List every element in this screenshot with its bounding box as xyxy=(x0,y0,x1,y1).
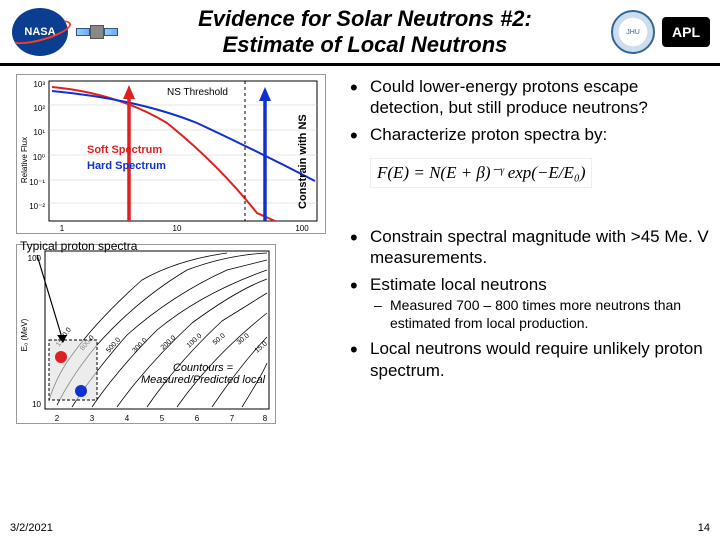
svg-text:50.0: 50.0 xyxy=(212,332,227,346)
spectrum-chart: 10³ 10² 10¹ 10⁰ 10⁻¹ 10⁻² 1 10 100 Relat… xyxy=(16,74,326,234)
svg-text:15.0: 15.0 xyxy=(254,340,269,354)
bullet-3: Constrain spectral magnitude with >45 Me… xyxy=(346,226,710,269)
svg-text:10⁻¹: 10⁻¹ xyxy=(29,178,45,187)
svg-text:10⁻²: 10⁻² xyxy=(29,202,45,211)
content-area: 10³ 10² 10¹ 10⁰ 10⁻¹ 10⁻² 1 10 100 Relat… xyxy=(0,66,720,424)
contour-caption: Countours = Measured/Predicted local xyxy=(128,362,278,386)
svg-text:10³: 10³ xyxy=(33,80,45,89)
nasa-logo-box: NASA xyxy=(10,7,70,57)
title-line-2: Estimate of Local Neutrons xyxy=(223,32,508,57)
contour-chart: 1500.0 800.0 500.0 300.0 200.0 100.0 50.… xyxy=(16,244,276,424)
right-column: Could lower-energy protons escape detect… xyxy=(338,74,710,424)
nasa-logo-text: NASA xyxy=(24,26,55,38)
svg-text:7: 7 xyxy=(230,414,235,423)
title-line-1: Evidence for Solar Neutrons #2: xyxy=(198,6,532,31)
svg-text:100: 100 xyxy=(295,224,309,233)
bullet-list-top: Could lower-energy protons escape detect… xyxy=(346,76,710,146)
left-column: 10³ 10² 10¹ 10⁰ 10⁻¹ 10⁻² 1 10 100 Relat… xyxy=(8,74,338,424)
svg-text:Soft Spectrum: Soft Spectrum xyxy=(87,144,162,156)
bullet-5: Local neutrons would require unlikely pr… xyxy=(346,338,710,381)
svg-text:200.0: 200.0 xyxy=(160,334,178,351)
svg-text:3: 3 xyxy=(90,414,95,423)
bullet-4-text: Estimate local neutrons xyxy=(370,275,547,294)
svg-text:10⁰: 10⁰ xyxy=(33,153,45,162)
apl-logo: APL xyxy=(662,17,710,47)
svg-text:6: 6 xyxy=(195,414,200,423)
svg-text:Hard Spectrum: Hard Spectrum xyxy=(87,160,166,172)
nasa-logo-icon: NASA xyxy=(12,8,68,56)
svg-text:4: 4 xyxy=(125,414,130,423)
bullet-4-sub: Measured 700 – 800 times more neutrons t… xyxy=(370,297,710,332)
page-title: Evidence for Solar Neutrons #2: Estimate… xyxy=(122,6,608,59)
bullet-list-mid: Constrain spectral magnitude with >45 Me… xyxy=(346,226,710,381)
jhu-seal-icon: JHU xyxy=(611,10,655,54)
svg-text:500.0: 500.0 xyxy=(105,336,122,354)
header: NASA Evidence for Solar Neutrons #2: Est… xyxy=(0,0,720,66)
svg-text:Relative Flux: Relative Flux xyxy=(20,137,29,183)
bullet-4: Estimate local neutrons Measured 700 – 8… xyxy=(346,274,710,332)
seal-text: JHU xyxy=(626,29,640,36)
footer: 3/2/2021 14 xyxy=(10,522,710,534)
formula-box: F(E) = N(E + β)⁻ᵞ exp(−E/E₀) xyxy=(370,158,592,188)
apl-text: APL xyxy=(672,24,700,40)
svg-text:10: 10 xyxy=(32,400,41,409)
svg-text:5: 5 xyxy=(160,414,165,423)
constrain-label: Constrain with NS xyxy=(297,114,309,209)
typical-spectra-label: Typical proton spectra xyxy=(20,240,137,253)
bullet-2: Characterize proton spectra by: xyxy=(346,124,710,145)
svg-text:E₀ (MeV): E₀ (MeV) xyxy=(20,318,29,351)
svg-text:8: 8 xyxy=(263,414,268,423)
svg-text:300.0: 300.0 xyxy=(131,337,148,354)
svg-text:100: 100 xyxy=(28,254,42,263)
svg-text:2: 2 xyxy=(55,414,60,423)
svg-text:30.0: 30.0 xyxy=(236,332,251,346)
satellite-icon xyxy=(72,7,122,57)
bullet-1: Could lower-energy protons escape detect… xyxy=(346,76,710,119)
svg-text:10¹: 10¹ xyxy=(33,128,45,137)
svg-text:10²: 10² xyxy=(33,104,45,113)
svg-text:1: 1 xyxy=(60,224,65,233)
svg-text:10: 10 xyxy=(173,224,182,233)
footer-date: 3/2/2021 xyxy=(10,522,53,534)
spectrum-svg: 10³ 10² 10¹ 10⁰ 10⁻¹ 10⁻² 1 10 100 Relat… xyxy=(17,75,327,235)
sub-list: Measured 700 – 800 times more neutrons t… xyxy=(370,297,710,332)
ns-threshold-label: NS Threshold xyxy=(167,87,228,98)
svg-text:100.0: 100.0 xyxy=(186,332,204,349)
contour-svg: 1500.0 800.0 500.0 300.0 200.0 100.0 50.… xyxy=(17,245,277,425)
footer-page: 14 xyxy=(698,522,710,534)
